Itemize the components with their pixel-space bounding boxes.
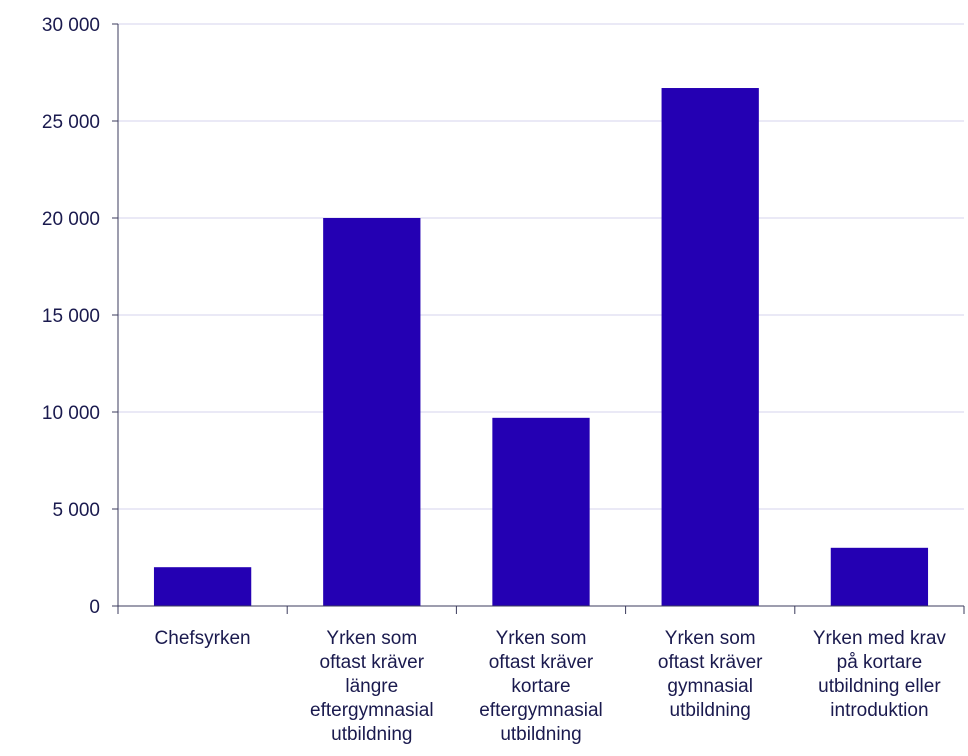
x-category-label-line: utbildning bbox=[670, 700, 751, 721]
bar bbox=[153, 567, 252, 606]
x-category-label-line: oftast kräver bbox=[658, 652, 763, 673]
bar bbox=[492, 417, 590, 606]
y-tick-label: 5 000 bbox=[52, 500, 100, 521]
y-tick-label: 0 bbox=[89, 597, 100, 618]
y-axis-ticks: 0 5 000 10 000 15 000 20 000 25 000 30 000 bbox=[42, 15, 118, 618]
x-category-label-line: utbildning eller bbox=[818, 676, 941, 697]
x-category-label-line: eftergymnasial bbox=[479, 700, 603, 721]
bar bbox=[323, 218, 421, 606]
y-tick-label: 15 000 bbox=[42, 306, 100, 327]
y-tick-label: 20 000 bbox=[42, 209, 100, 230]
x-category-label-line: introduktion bbox=[830, 700, 928, 721]
x-axis-labels: Chefsyrken Yrken som oftast kräver längre ef… bbox=[155, 628, 947, 745]
x-category-label-line: Yrken som bbox=[665, 628, 756, 649]
x-category-label-line: oftast kräver bbox=[489, 652, 594, 673]
x-category-label-line: Yrken med krav bbox=[813, 628, 947, 649]
gridlines bbox=[118, 23, 964, 510]
bar bbox=[661, 88, 759, 606]
x-category-label-line: Yrken som bbox=[496, 628, 587, 649]
y-tick-label: 25 000 bbox=[42, 112, 100, 133]
x-category-label: Yrken som oftast kräver längre eftergymnasi… bbox=[310, 628, 434, 745]
x-category-label-line: Yrken som bbox=[326, 628, 417, 649]
x-category-label: Yrken som oftast kräver kortare eftergymnas… bbox=[479, 628, 603, 745]
x-category-label-line: Chefsyrken bbox=[155, 628, 251, 649]
x-category-label-line: utbildning bbox=[331, 724, 412, 745]
y-tick-label: 30 000 bbox=[42, 15, 100, 36]
x-category-label-line: gymnasial bbox=[667, 676, 753, 697]
bars bbox=[153, 88, 929, 606]
x-category-label-line: oftast kräver bbox=[320, 652, 425, 673]
x-category-label-line: på kortare bbox=[837, 652, 923, 673]
y-tick-label: 10 000 bbox=[42, 403, 100, 424]
x-category-label-line: längre bbox=[345, 676, 398, 697]
x-category-label: Chefsyrken bbox=[155, 628, 251, 649]
bar bbox=[830, 547, 929, 606]
x-category-label: Yrken som oftast kräver gymnasial utbildnin… bbox=[658, 628, 763, 721]
x-category-label: Yrken med krav på kortare utbildning eller… bbox=[813, 628, 947, 721]
axes bbox=[117, 24, 965, 614]
x-category-label-line: utbildning bbox=[500, 724, 581, 745]
x-category-label-line: eftergymnasial bbox=[310, 700, 434, 721]
x-category-label-line: kortare bbox=[511, 676, 570, 697]
